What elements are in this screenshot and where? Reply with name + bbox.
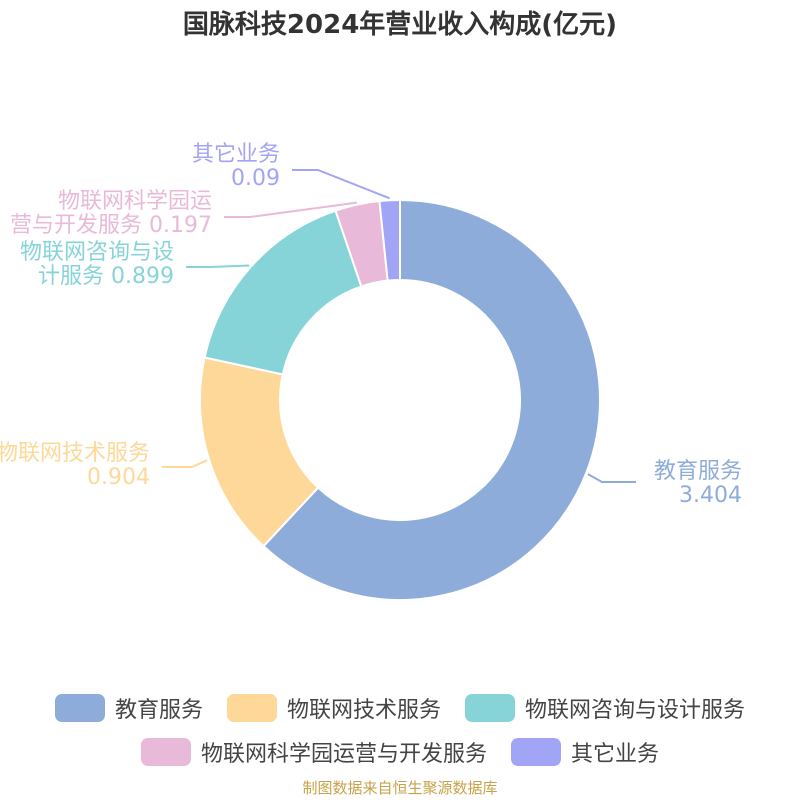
legend-item-iot-park[interactable]: 物联网科学园运营与开发服务 <box>140 736 487 768</box>
legend-swatch <box>465 694 515 722</box>
leader-line-4 <box>292 169 390 200</box>
legend-label: 物联网科学园运营与开发服务 <box>200 742 487 767</box>
leader-line-3 <box>224 201 357 218</box>
legend-row-2: 物联网科学园运营与开发服务 其它业务 <box>0 730 800 774</box>
legend-item-iot-consulting[interactable]: 物联网咨询与设计服务 <box>465 692 745 724</box>
legend-label: 物联网咨询与设计服务 <box>525 698 746 723</box>
legend-swatch <box>140 738 191 766</box>
slice-label-3: 物联网科学园运营与开发服务 0.197 <box>10 189 212 238</box>
leader-line-0 <box>587 473 636 483</box>
slice-2[interactable] <box>203 209 363 376</box>
source-note: 制图数据来自恒生聚源数据库 <box>302 779 498 797</box>
leader-line-2 <box>186 264 250 268</box>
legend-item-other[interactable]: 其它业务 <box>511 736 659 768</box>
legend-label: 物联网技术服务 <box>286 698 441 723</box>
slice-label-4: 其它业务 0.09 <box>192 142 280 191</box>
legend-item-education[interactable]: 教育服务 <box>54 692 203 724</box>
chart-title: 国脉科技2024年营业收入构成(亿元) <box>182 10 618 40</box>
legend-item-iot-tech[interactable]: 物联网技术服务 <box>226 692 441 724</box>
legend-swatch <box>226 694 277 722</box>
legend-label: 其它业务 <box>571 742 660 767</box>
legend-swatch <box>54 694 105 722</box>
legend: 教育服务 物联网技术服务 物联网咨询与设计服务 物联网科学园运营与开发服务 其它… <box>0 686 800 774</box>
legend-label: 教育服务 <box>114 698 203 723</box>
slice-label-1: 物联网技术服务 0.904 <box>0 441 150 490</box>
slice-4[interactable] <box>378 198 401 282</box>
slice-label-2: 物联网咨询与设计服务 0.899 <box>20 240 174 289</box>
slice-label-0: 教育服务 3.404 <box>654 459 742 508</box>
legend-row-1: 教育服务 物联网技术服务 物联网咨询与设计服务 <box>0 686 800 730</box>
legend-swatch <box>511 738 561 766</box>
slice-0[interactable] <box>262 198 601 601</box>
leader-line-1 <box>162 459 208 468</box>
